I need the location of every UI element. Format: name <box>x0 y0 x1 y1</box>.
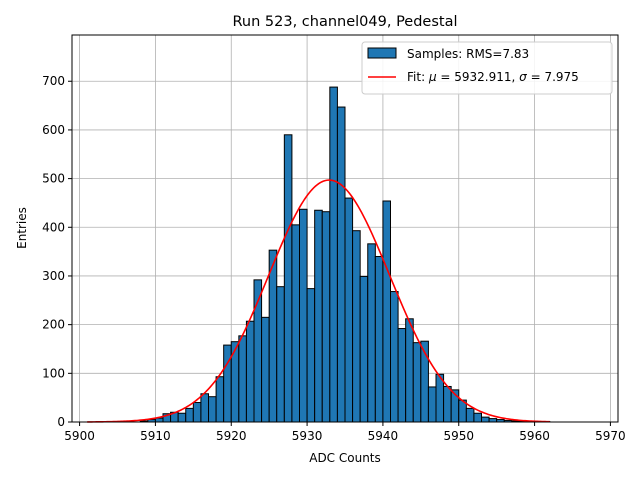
chart-title: Run 523, channel049, Pedestal <box>232 14 457 30</box>
histogram-bar <box>397 328 407 423</box>
y-tick-label: 100 <box>42 366 65 380</box>
y-tick-label: 0 <box>57 415 65 429</box>
histogram-bar <box>329 86 338 423</box>
histogram-bar <box>238 335 247 423</box>
histogram-bars <box>139 86 551 423</box>
histogram-bar <box>359 275 369 423</box>
legend-label-fit: Fit: μ = 5932.911, σ = 7.975 <box>407 70 579 84</box>
histogram-bar <box>223 344 232 423</box>
y-axis-label: Entries <box>15 207 29 249</box>
histogram-bar <box>405 318 414 423</box>
legend: Samples: RMS=7.83 Fit: μ = 5932.911, σ =… <box>361 41 613 95</box>
x-tick-label: 5950 <box>443 429 474 443</box>
fit-curve <box>87 179 550 423</box>
legend-fit-sigma-value: = 7.975 <box>527 70 579 84</box>
histogram-bar <box>427 386 437 423</box>
x-tick-label: 5900 <box>64 429 95 443</box>
histogram-bar <box>443 385 452 423</box>
histogram-bar <box>268 249 278 423</box>
histogram-bar <box>291 224 300 423</box>
histogram-bar <box>177 412 187 423</box>
y-tick-label: 300 <box>42 269 65 283</box>
histogram-bar <box>192 402 202 423</box>
histogram-bar <box>473 412 482 423</box>
legend-swatch-samples <box>367 47 397 59</box>
legend-fit-mu-value: = 5932.911, <box>437 70 520 84</box>
legend-fit-prefix: Fit: <box>407 70 429 84</box>
histogram-bar <box>352 230 361 423</box>
y-tick-label: 700 <box>42 74 65 88</box>
y-tick-label: 400 <box>42 220 65 234</box>
histogram-bar <box>367 243 376 423</box>
x-axis-label: ADC Counts <box>309 451 381 465</box>
histogram-bar <box>321 211 331 423</box>
histogram-bar <box>382 200 391 423</box>
histogram-bar <box>276 286 285 423</box>
legend-fit-mu-symbol: μ <box>428 70 437 84</box>
histogram-bar <box>412 342 422 423</box>
y-tick-label: 500 <box>42 172 65 186</box>
x-axis: 5900 5910 5920 5930 5940 5950 5960 5970 <box>64 422 626 443</box>
histogram-bar <box>283 134 293 423</box>
histogram-bar <box>299 208 308 423</box>
x-tick-label: 5940 <box>368 429 399 443</box>
y-axis: 0 100 200 300 400 500 600 700 <box>42 74 72 429</box>
y-tick-label: 200 <box>42 318 65 332</box>
histogram-bar <box>261 316 270 423</box>
x-tick-label: 5920 <box>216 429 247 443</box>
legend-box <box>361 41 613 95</box>
histogram-bar <box>306 288 316 423</box>
legend-fit-sigma-symbol: σ <box>519 70 527 84</box>
histogram-bar <box>314 209 323 423</box>
histogram-bar <box>208 396 217 423</box>
histogram-bar <box>481 416 490 423</box>
histogram-bar <box>465 407 475 423</box>
histogram-bar <box>245 320 255 423</box>
histogram-bar <box>488 418 498 423</box>
histogram-bar <box>374 255 384 423</box>
histogram-bar <box>215 376 225 423</box>
x-tick-label: 5930 <box>292 429 323 443</box>
x-tick-label: 5910 <box>140 429 171 443</box>
histogram-bar <box>200 393 210 423</box>
histogram-bar <box>336 106 346 423</box>
legend-label-samples: Samples: RMS=7.83 <box>407 47 529 61</box>
histogram-bar <box>435 373 445 423</box>
plot-frame <box>71 34 619 423</box>
x-tick-label: 5960 <box>519 429 550 443</box>
histogram-bar <box>185 407 194 423</box>
histogram-bar <box>344 197 354 423</box>
y-tick-label: 600 <box>42 123 65 137</box>
histogram-bar <box>390 291 399 423</box>
x-tick-label: 5970 <box>595 429 626 443</box>
